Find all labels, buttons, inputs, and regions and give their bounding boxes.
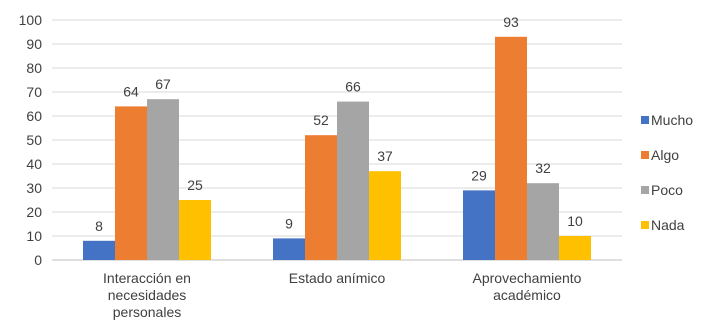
y-tick-label: 80 [26,60,42,76]
category-label-line: Estado anímico [289,270,386,286]
bar-mucho-0 [83,240,115,260]
legend-label-mucho: Mucho [651,112,693,128]
y-tick-label: 30 [26,180,42,196]
data-label-nada-1: 37 [377,148,393,164]
category-label-line: Interacción en [103,270,191,286]
legend-swatch-algo [641,151,649,159]
data-label-poco-2: 32 [535,160,551,176]
data-label-nada-0: 25 [187,177,203,193]
legend-swatch-poco [641,186,649,194]
data-label-mucho-1: 9 [285,215,293,231]
legend-label-algo: Algo [651,147,679,163]
data-label-poco-0: 67 [155,76,171,92]
y-tick-label: 100 [19,12,43,28]
bar-algo-2 [495,36,527,260]
data-label-algo-0: 64 [123,83,139,99]
data-label-mucho-2: 29 [471,167,487,183]
legend-swatch-mucho [641,116,649,124]
bar-poco-0 [147,99,179,260]
category-label-1: Estado anímico [289,270,386,286]
category-label-2: Aprovechamiento académico [473,270,582,303]
bars [83,36,591,261]
x-axis-categories: Interacción en necesidades personales Estad… [103,270,582,320]
bar-poco-1 [337,101,369,260]
y-tick-label: 90 [26,36,42,52]
category-label-line: necesidades [108,287,187,303]
bar-algo-1 [305,135,337,260]
data-label-algo-2: 93 [503,14,519,30]
data-label-mucho-0: 8 [95,218,103,234]
bar-nada-0 [179,200,211,260]
legend: Mucho Algo Poco Nada [641,112,693,233]
bar-nada-2 [559,236,591,260]
y-tick-label: 50 [26,132,42,148]
category-label-line: personales [113,304,182,320]
y-tick-label: 20 [26,204,42,220]
category-label-0: Interacción en necesidades personales [103,270,191,320]
data-label-nada-2: 10 [567,213,583,229]
legend-label-nada: Nada [651,217,685,233]
data-label-algo-1: 52 [313,112,329,128]
bar-mucho-1 [273,238,305,260]
bar-nada-1 [369,171,401,260]
data-labels: 8 64 67 25 9 52 66 37 29 93 32 10 [95,14,583,234]
bar-algo-0 [115,106,147,261]
y-tick-label: 70 [26,84,42,100]
bar-mucho-2 [463,190,495,260]
legend-swatch-nada [641,221,649,229]
y-tick-label: 0 [34,252,42,268]
bar-poco-2 [527,183,559,260]
y-axis-ticks: 0 10 20 30 40 50 60 70 80 90 100 [19,12,43,268]
legend-label-poco: Poco [651,182,683,198]
category-label-line: académico [493,287,561,303]
data-label-poco-1: 66 [345,79,361,95]
y-tick-label: 40 [26,156,42,172]
category-label-line: Aprovechamiento [473,270,582,286]
y-tick-label: 60 [26,108,42,124]
y-tick-label: 10 [26,228,42,244]
